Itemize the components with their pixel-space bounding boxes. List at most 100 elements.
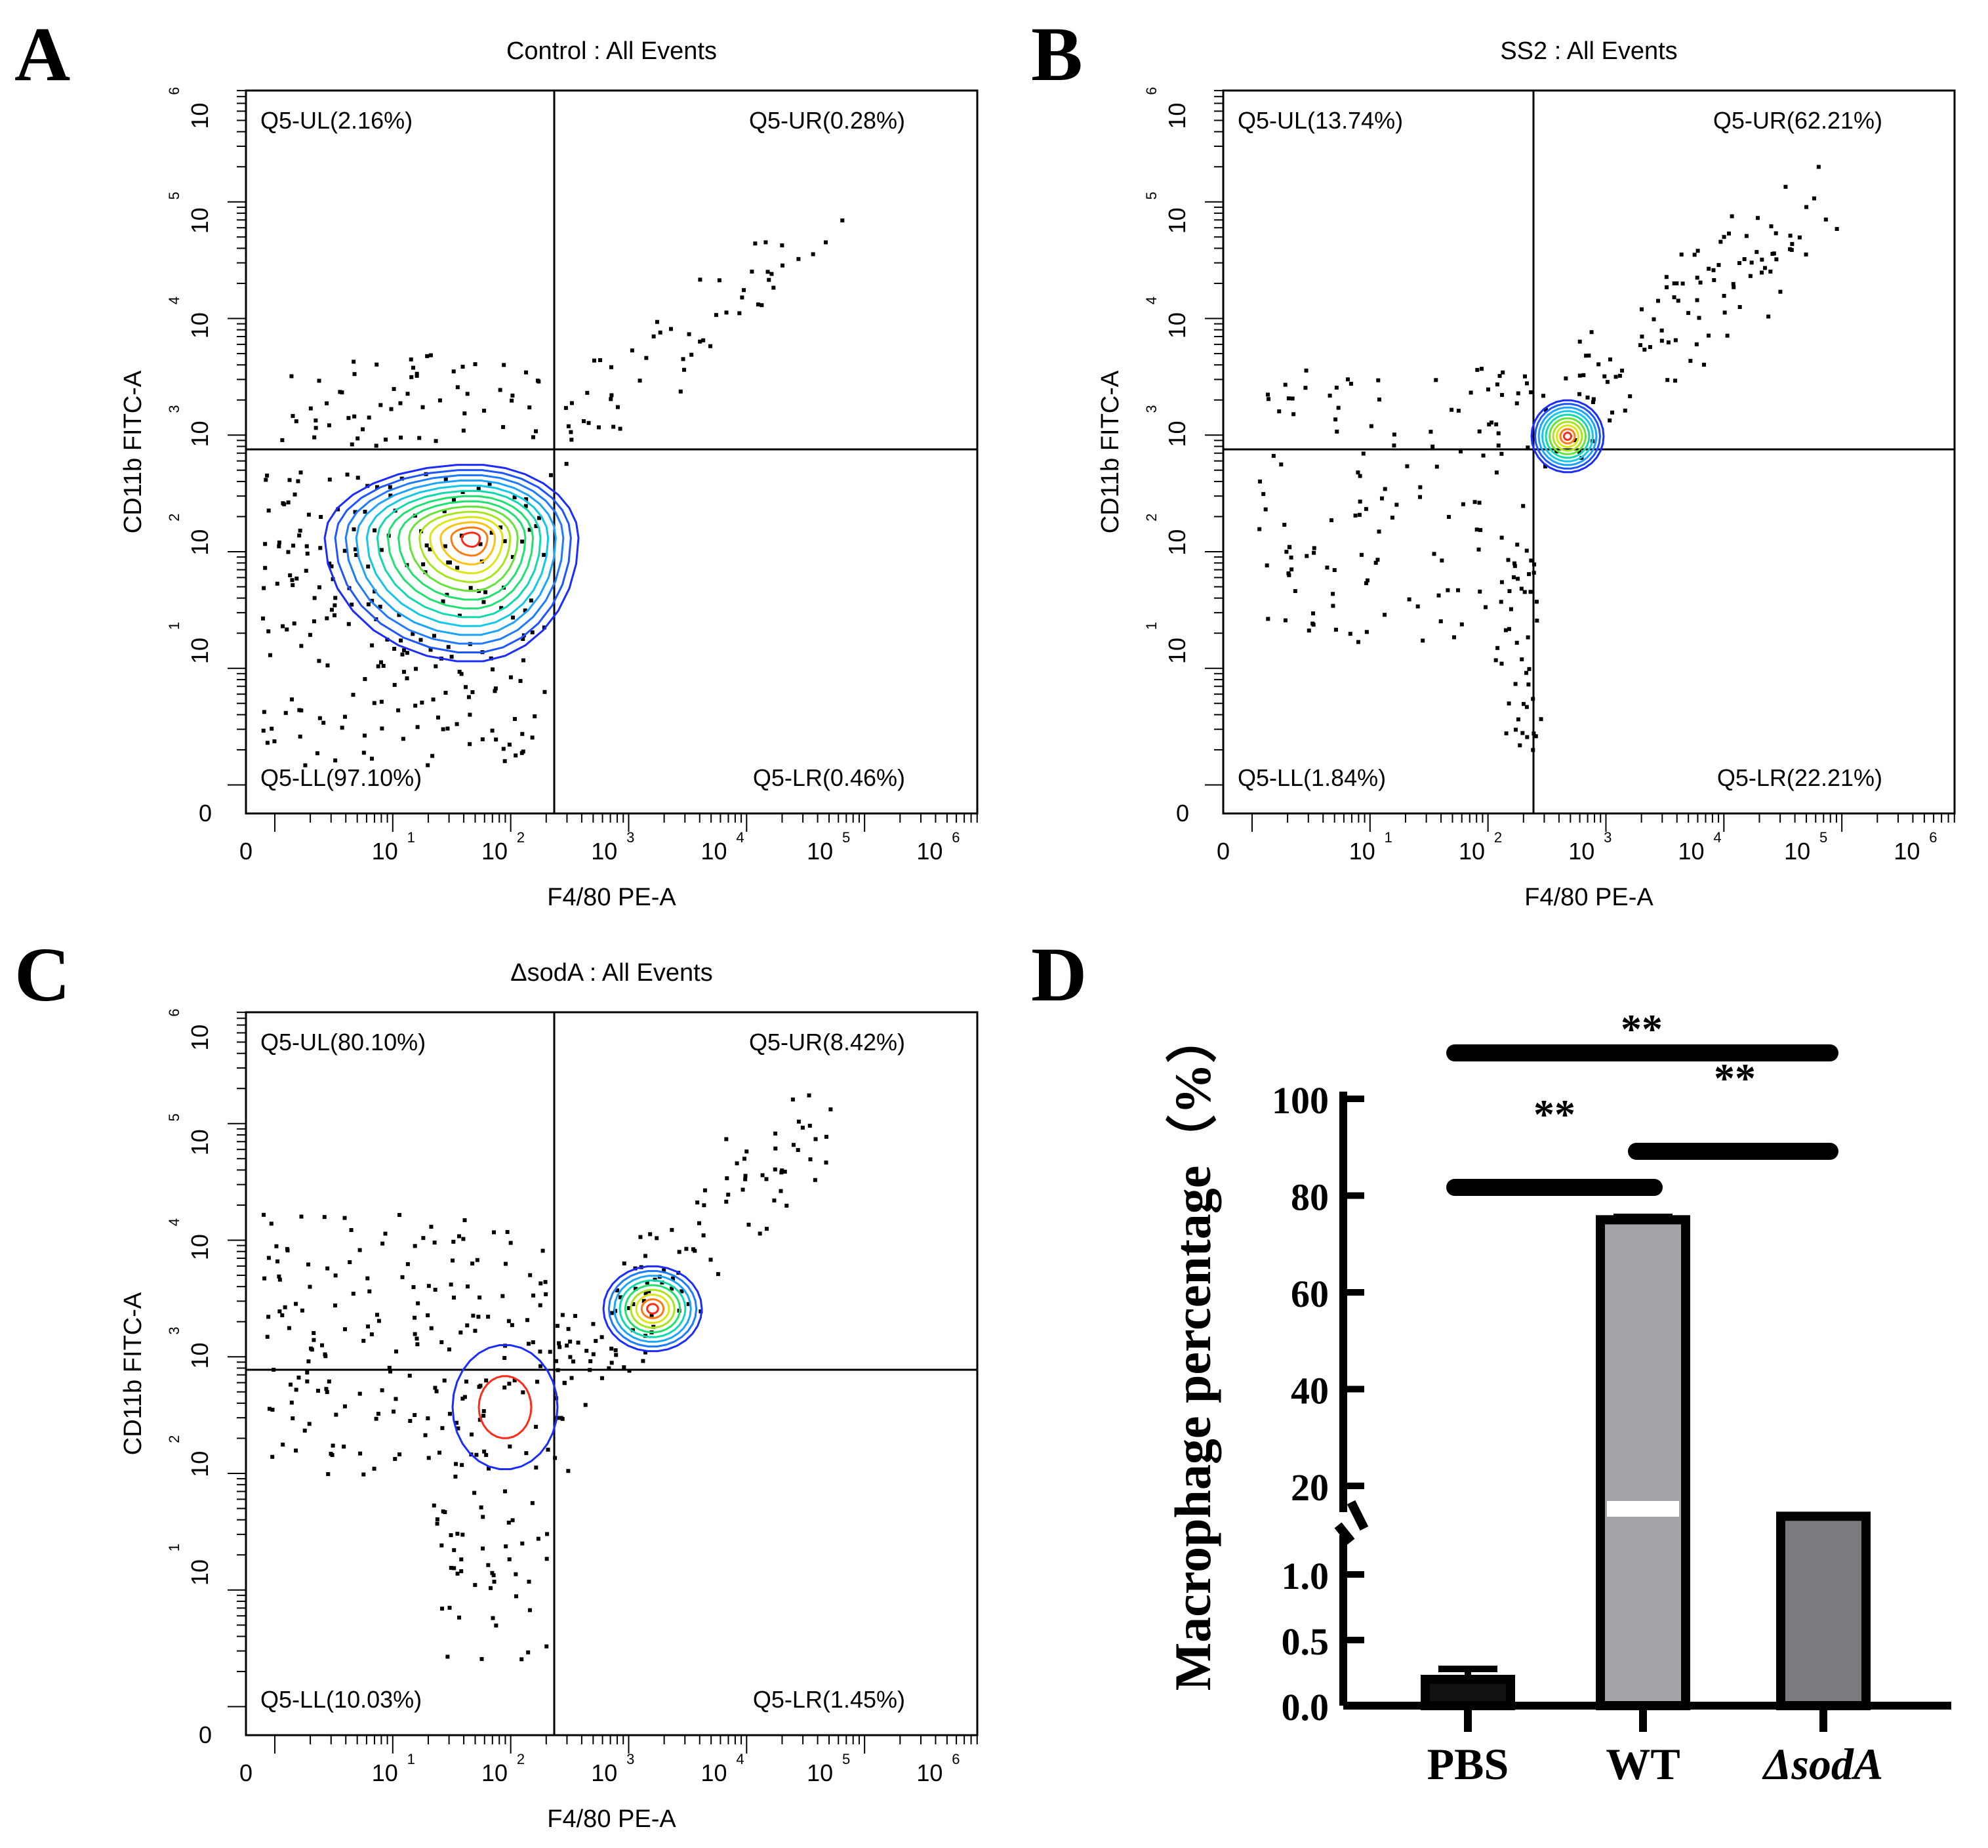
x-tick-base: 10	[1894, 838, 1920, 865]
event-dot	[267, 1407, 272, 1411]
event-dot	[1329, 518, 1333, 522]
event-dot	[735, 1161, 739, 1166]
event-dot	[443, 691, 448, 695]
event-dot	[796, 257, 801, 261]
quadrant-label-ur: Q5-UR(0.28%)	[749, 107, 905, 134]
event-dot	[538, 1303, 542, 1307]
event-dot	[1284, 550, 1289, 554]
event-dot	[325, 616, 329, 621]
event-dot	[1377, 529, 1381, 534]
event-dot	[526, 1342, 531, 1346]
event-dot	[518, 679, 523, 684]
event-dot	[494, 1623, 498, 1628]
event-dot	[455, 1571, 460, 1576]
event-dot	[1638, 343, 1642, 348]
bar-chart-macrophage: Macrophage percentage（%） 20 40 60 80 100 0.0 0…	[1164, 1006, 1951, 1789]
event-dot	[520, 1541, 525, 1546]
event-dot	[342, 714, 347, 719]
event-dot	[481, 600, 486, 604]
event-dot	[1489, 421, 1493, 425]
event-dot	[361, 1338, 366, 1343]
event-dot	[460, 1396, 465, 1401]
event-dot	[662, 1268, 666, 1273]
event-dot	[445, 592, 449, 597]
event-dot	[1481, 453, 1486, 458]
event-dot	[1524, 548, 1529, 553]
event-dot	[1762, 266, 1767, 270]
event-dot	[1369, 424, 1373, 428]
density-contour	[365, 484, 550, 627]
event-dot	[1477, 429, 1482, 434]
event-dot	[398, 401, 403, 405]
bar-y-axis-title: Macrophage percentage（%）	[1164, 1012, 1221, 1691]
event-dot	[594, 1339, 598, 1344]
event-dot	[304, 569, 308, 573]
event-dot	[1564, 376, 1568, 380]
event-dot	[1290, 396, 1295, 401]
event-dot	[1312, 550, 1316, 555]
event-dot	[514, 1572, 518, 1576]
event-dot	[780, 1168, 784, 1173]
event-dot	[1716, 262, 1721, 267]
bar-category-label: ΔsodA	[1762, 1739, 1883, 1789]
y-tick-base: 10	[186, 1559, 213, 1586]
event-dot	[507, 1382, 512, 1386]
event-dot	[436, 715, 441, 720]
event-dot	[764, 1177, 769, 1181]
event-dot	[1737, 305, 1742, 310]
event-dot	[1532, 731, 1536, 736]
quadrant-label-ul: Q5-UL(2.16%)	[260, 107, 413, 134]
density-contour	[439, 521, 497, 565]
event-dot	[452, 1295, 456, 1300]
event-dot	[743, 1174, 748, 1178]
density-contour	[607, 1270, 698, 1347]
event-dot	[527, 527, 532, 532]
event-dot	[1364, 630, 1369, 634]
event-dot	[294, 576, 299, 581]
event-dot	[530, 630, 535, 634]
event-dot	[508, 1241, 513, 1245]
event-dot	[726, 1193, 731, 1197]
density-contour	[1541, 410, 1594, 462]
event-dot	[702, 1188, 707, 1193]
event-dot	[828, 1107, 833, 1112]
event-dot	[824, 1160, 828, 1165]
event-dot	[487, 482, 492, 486]
event-dot	[750, 269, 754, 274]
event-dot	[521, 658, 525, 663]
event-dot	[452, 497, 456, 502]
event-dot	[342, 1445, 346, 1449]
event-dot	[1507, 626, 1511, 631]
event-dot	[420, 405, 425, 409]
event-dot	[1450, 407, 1454, 412]
y-tick-label: 20	[1291, 1466, 1329, 1509]
density-contour	[613, 1275, 692, 1343]
density-contour	[1548, 417, 1587, 455]
event-dot	[702, 1203, 706, 1208]
event-dot	[737, 311, 742, 316]
event-dot	[468, 712, 472, 717]
event-dot	[514, 753, 518, 758]
y-tick-base: 10	[186, 312, 213, 339]
event-dot	[507, 1557, 512, 1561]
event-dot	[531, 435, 535, 440]
event-dot	[342, 1216, 347, 1220]
event-dot	[361, 427, 365, 432]
event-dot	[631, 1302, 636, 1307]
event-dot	[813, 1137, 818, 1141]
event-dot	[460, 1532, 465, 1537]
event-dot	[342, 548, 347, 553]
event-dot	[1421, 638, 1425, 643]
event-dot	[1293, 588, 1297, 593]
event-dot	[1353, 513, 1358, 518]
y-tick-exponent: 2	[1143, 514, 1160, 522]
event-dot	[544, 1644, 549, 1649]
event-dot	[1333, 627, 1338, 632]
event-dot	[686, 1302, 691, 1306]
x-tick-base: 10	[591, 1759, 617, 1786]
density-contour	[408, 505, 519, 592]
x-tick-zero: 0	[239, 838, 253, 865]
event-dot	[1628, 394, 1633, 399]
significance-label: **	[1621, 1006, 1663, 1052]
y-tick-base: 10	[186, 1129, 213, 1155]
